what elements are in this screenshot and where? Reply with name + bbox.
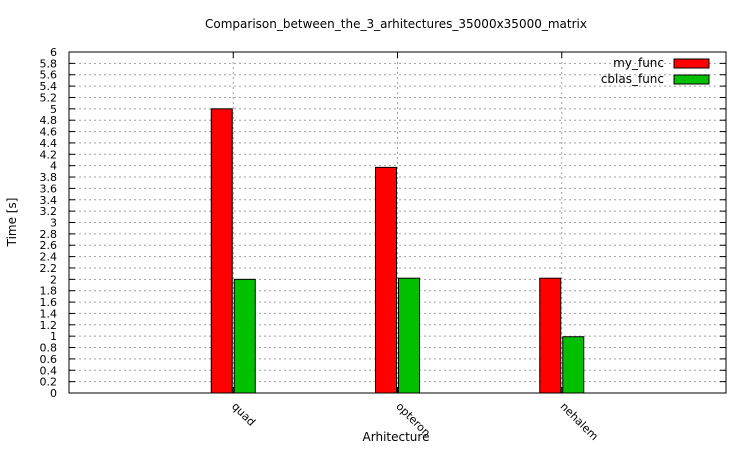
x-tick-label: nehalem bbox=[558, 400, 601, 443]
y-tick-label: 1 bbox=[50, 330, 57, 343]
bar-my_func-opteron bbox=[375, 166, 397, 394]
y-tick-label: 2.6 bbox=[40, 239, 58, 252]
y-tick-label: 0.2 bbox=[40, 376, 58, 389]
y-tick-label: 3.6 bbox=[40, 182, 58, 195]
chart-title: Comparison_between_the_3_arhitectures_35… bbox=[205, 17, 587, 31]
y-tick-label: 6 bbox=[50, 46, 57, 59]
y-axis-ticks: 00.20.40.60.811.21.41.61.822.22.42.62.83… bbox=[40, 46, 726, 400]
y-tick-label: 2.4 bbox=[40, 251, 58, 264]
y-tick-label: 3.8 bbox=[40, 171, 58, 184]
legend-swatch bbox=[673, 74, 710, 85]
grid bbox=[69, 52, 726, 393]
bars bbox=[210, 108, 585, 394]
y-tick-label: 3.4 bbox=[40, 194, 58, 207]
y-tick-label: 0.4 bbox=[40, 364, 58, 377]
y-tick-label: 4 bbox=[50, 160, 57, 173]
y-tick-label: 0.8 bbox=[40, 342, 58, 355]
x-tick-label: quad bbox=[229, 400, 258, 429]
legend: my_func cblas_func bbox=[601, 56, 710, 86]
legend-swatch bbox=[673, 58, 710, 69]
legend-label: cblas_func bbox=[601, 72, 664, 86]
y-tick-label: 5.2 bbox=[40, 91, 58, 104]
x-axis-label: Arhitecture bbox=[363, 430, 430, 444]
legend-label: my_func bbox=[613, 56, 664, 70]
y-tick-label: 3 bbox=[50, 217, 57, 230]
y-tick-label: 5.8 bbox=[40, 57, 58, 70]
y-tick-label: 0.6 bbox=[40, 353, 58, 366]
y-tick-label: 4.4 bbox=[40, 137, 58, 150]
y-tick-label: 2.8 bbox=[40, 228, 58, 241]
y-tick-label: 0 bbox=[50, 387, 57, 400]
y-axis-label: Time [s] bbox=[5, 198, 19, 248]
y-tick-label: 4.2 bbox=[40, 148, 58, 161]
y-tick-label: 5 bbox=[50, 103, 57, 116]
y-tick-label: 1.4 bbox=[40, 307, 58, 320]
y-tick-label: 1.2 bbox=[40, 319, 58, 332]
plot-frame bbox=[68, 51, 727, 394]
y-tick-label: 1.8 bbox=[40, 285, 58, 298]
y-tick-label: 2 bbox=[50, 273, 57, 286]
y-tick-label: 4.6 bbox=[40, 126, 58, 139]
y-tick-label: 5.6 bbox=[40, 69, 58, 82]
y-tick-label: 1.6 bbox=[40, 296, 58, 309]
bar-my_func-quad bbox=[210, 108, 233, 394]
y-tick-label: 2.2 bbox=[40, 262, 58, 275]
y-tick-label: 5.4 bbox=[40, 80, 58, 93]
bar-cblas_func-quad bbox=[233, 278, 256, 394]
y-tick-label: 3.2 bbox=[40, 205, 58, 218]
bar-my_func-nehalem bbox=[539, 277, 562, 394]
bar-cblas_func-opteron bbox=[398, 277, 420, 394]
bar-cblas_func-nehalem bbox=[562, 336, 585, 394]
y-tick-label: 4.8 bbox=[40, 114, 58, 127]
